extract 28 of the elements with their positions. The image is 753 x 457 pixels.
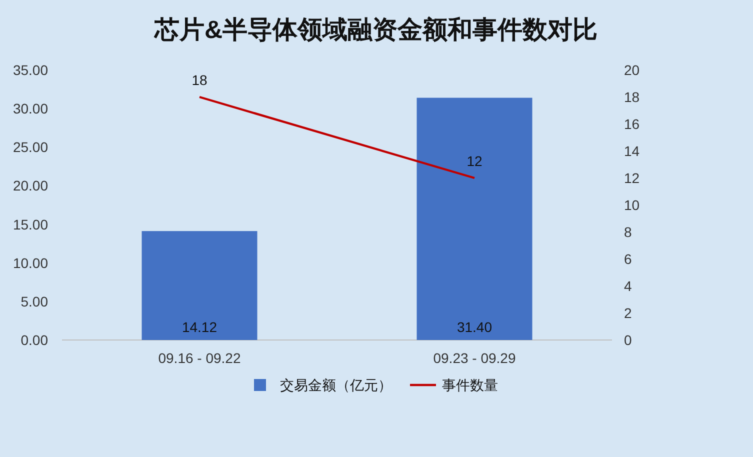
- y-tick-label: 25.00: [12, 139, 48, 156]
- y-tick-label: 0.00: [20, 332, 48, 348]
- y-tick-label: 5.00: [20, 293, 48, 310]
- y2-tick-label: 10: [624, 197, 640, 213]
- data-label: 12: [466, 153, 482, 169]
- data-label: 18: [192, 72, 208, 88]
- y2-tick-label: 8: [624, 224, 632, 240]
- y-tick-label: 15.00: [12, 216, 48, 232]
- y2-tick-label: 6: [624, 251, 632, 267]
- y-tick-label: 20.00: [12, 178, 48, 194]
- y2-tick-label: 20: [624, 62, 640, 78]
- legend-label: 事件数量: [442, 377, 498, 393]
- y2-tick-label: 2: [624, 305, 632, 321]
- y-tick-label: 10.00: [12, 254, 48, 271]
- legend-label: 交易金额（亿元）: [280, 377, 392, 393]
- y2-tick-label: 14: [624, 143, 640, 159]
- y-tick-label: 30.00: [12, 100, 48, 117]
- y-tick-label: 35.00: [12, 62, 48, 78]
- y2-tick-label: 12: [624, 170, 640, 186]
- y2-tick-label: 18: [624, 89, 640, 105]
- data-label: 31.40: [456, 319, 492, 335]
- y2-tick-label: 4: [624, 278, 632, 294]
- x-tick-label: 09.16 - 09.22: [158, 350, 241, 366]
- x-tick-label: 09.23 - 09.29: [433, 350, 516, 366]
- data-label: 14.12: [182, 319, 218, 335]
- y2-tick-label: 0: [624, 332, 632, 348]
- chart-title: 芯片&半导体领域融资金额和事件数对比: [153, 16, 598, 44]
- y2-tick-label: 16: [624, 116, 640, 132]
